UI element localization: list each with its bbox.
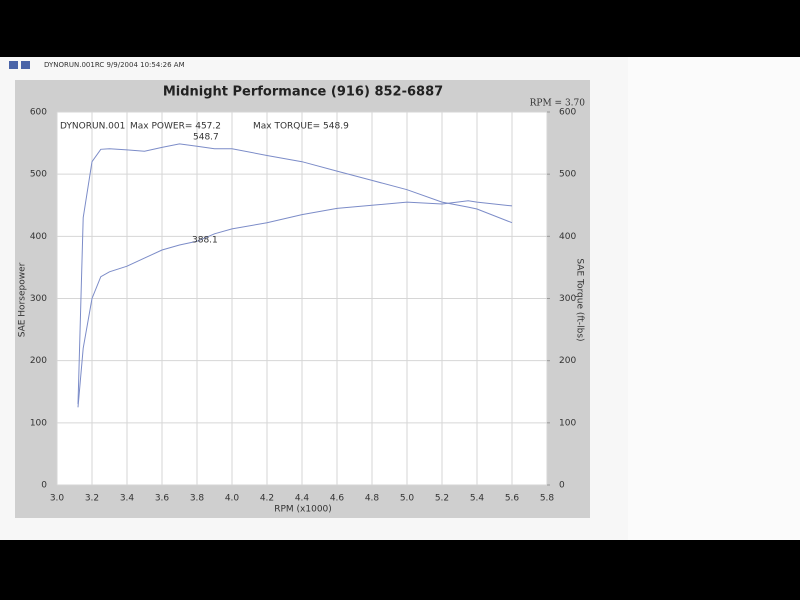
y2-tick-label: 500 — [559, 170, 576, 180]
y-tick-label: 100 — [30, 418, 47, 428]
x-tick-label: 5.8 — [540, 494, 555, 504]
y2-tick-label: 100 — [559, 418, 576, 428]
x-tick-label: 4.4 — [295, 494, 310, 504]
series-line — [77, 200, 513, 408]
y-tick-label: 400 — [30, 232, 47, 242]
x-tick-label: 3.2 — [85, 494, 99, 504]
x-tick-label: 5.0 — [400, 494, 415, 504]
y-tick-label: 0 — [41, 481, 47, 491]
x-tick-label: 3.0 — [50, 494, 65, 504]
y2-tick-label: 300 — [559, 294, 576, 304]
y2-tick-label: 600 — [559, 108, 576, 118]
y2-tick-label: 200 — [559, 356, 576, 366]
annotation: DYNORUN.001 — [60, 122, 125, 132]
x-tick-label: 4.8 — [365, 494, 380, 504]
page-margin — [628, 57, 800, 540]
x-tick-label: 4.2 — [260, 494, 274, 504]
header: DYNORUN.001RC 9/9/2004 10:54:26 AM — [44, 61, 185, 69]
annotation: Max POWER= 457.2 — [130, 122, 221, 132]
x-tick-label: 3.4 — [120, 494, 135, 504]
y-tick-label: 500 — [30, 170, 47, 180]
chart-title: Midnight Performance (916) 852-6887 — [163, 85, 443, 100]
x-tick-label: 5.2 — [435, 494, 449, 504]
x-axis-label: RPM (x1000) — [274, 505, 332, 515]
x-tick-label: 3.8 — [190, 494, 205, 504]
x-tick-label: 4.0 — [225, 494, 240, 504]
annotation: 388.1 — [192, 236, 218, 246]
y2-tick-label: 0 — [559, 481, 565, 491]
y-tick-label: 600 — [30, 108, 47, 118]
x-tick-label: 5.4 — [470, 494, 485, 504]
icon — [21, 61, 30, 69]
x-tick-label: 5.6 — [505, 494, 520, 504]
y2-axis-label: SAE Torque (ft-lbs) — [575, 258, 585, 341]
y2-tick-label: 400 — [559, 232, 576, 242]
annotation: 548.7 — [193, 133, 219, 143]
y-tick-label: 300 — [30, 294, 47, 304]
x-tick-label: 3.6 — [155, 494, 170, 504]
y-axis-label: SAE Horsepower — [18, 262, 28, 337]
y-tick-label: 200 — [30, 356, 47, 366]
annotation: Max TORQUE= 548.9 — [253, 122, 349, 132]
x-tick-label: 4.6 — [330, 494, 345, 504]
subtitle: RPM = 3.70 — [530, 99, 586, 109]
icon — [9, 61, 18, 69]
series-line — [77, 143, 513, 405]
